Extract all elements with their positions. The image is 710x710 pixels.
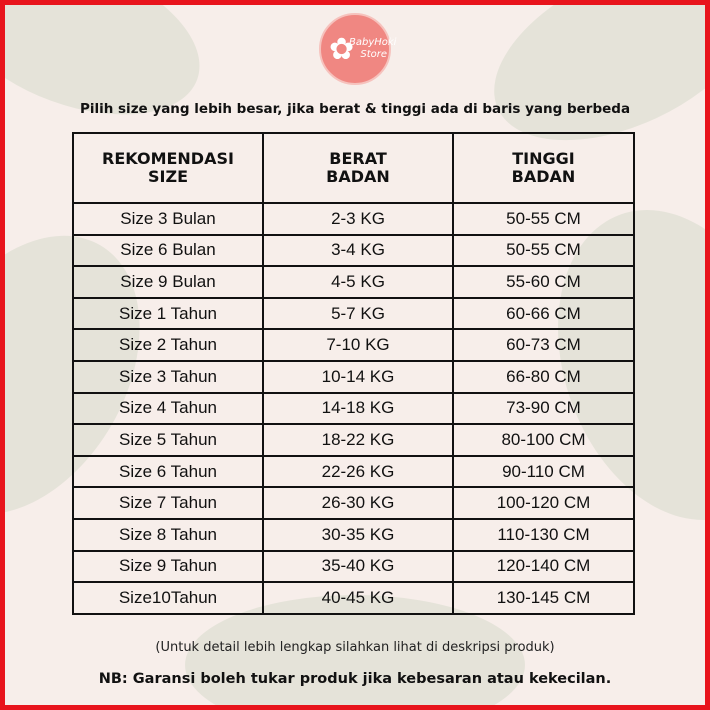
height-cell: 66-80 CM	[452, 359, 635, 394]
table-row: Size 5 Tahun 18-22 KG 80-100 CM	[72, 423, 635, 457]
column-header-text: BADAN	[511, 167, 576, 186]
height-cell: 73-90 CM	[452, 391, 635, 426]
table-row: Size 7 Tahun 26-30 KG 100-120 CM	[72, 486, 635, 520]
size-cell: Size 3 Bulan	[72, 202, 264, 236]
headline: Pilih size yang lebih besar, jika berat …	[79, 101, 631, 117]
store-logo: ✿ BabyHoki Store	[319, 13, 396, 85]
weight-cell: 18-22 KG	[262, 423, 454, 457]
height-cell: 130-145 CM	[452, 581, 635, 615]
logo-text: Store	[360, 49, 387, 60]
table-row: Size 3 Tahun 10-14 KG 66-80 CM	[72, 359, 635, 394]
weight-cell: 35-40 KG	[262, 549, 454, 584]
flower-icon: ✿	[329, 32, 355, 67]
height-cell: 55-60 CM	[452, 265, 635, 299]
size-cell: Size 7 Tahun	[72, 486, 264, 520]
palm-leaf-decoration	[5, 5, 222, 146]
height-cell: 60-73 CM	[452, 328, 635, 362]
size-cell: Size 4 Tahun	[72, 391, 264, 426]
weight-cell: 4-5 KG	[262, 265, 454, 299]
size-cell: Size 9 Bulan	[72, 265, 264, 299]
size-table: REKOMENDASI SIZE BERAT BADAN TINGGI BADAN Siz…	[72, 132, 635, 615]
table-row: Size 1 Tahun 5-7 KG 60-66 CM	[72, 296, 635, 331]
size-cell: Size 1 Tahun	[72, 296, 264, 331]
table-row: Size 4 Tahun 14-18 KG 73-90 CM	[72, 391, 635, 426]
column-header-text: REKOMENDASI	[102, 149, 234, 168]
weight-cell: 7-10 KG	[262, 328, 454, 362]
size-cell: Size 9 Tahun	[72, 549, 264, 584]
table-row: Size10Tahun 40-45 KG 130-145 CM	[72, 581, 635, 615]
weight-cell: 26-30 KG	[262, 486, 454, 520]
column-header-text: BERAT	[329, 149, 387, 168]
table-row: Size 6 Tahun 22-26 KG 90-110 CM	[72, 454, 635, 489]
column-header-text: SIZE	[147, 167, 188, 186]
size-cell: Size 6 Tahun	[72, 454, 264, 489]
column-header-text: BADAN	[326, 167, 390, 186]
weight-cell: 3-4 KG	[262, 233, 454, 268]
guarantee-note: NB: Garansi boleh tukar produk jika kebe…	[98, 671, 612, 687]
height-cell: 60-66 CM	[452, 296, 635, 331]
size-cell: Size 6 Bulan	[72, 233, 264, 268]
size-cell: Size 2 Tahun	[72, 328, 264, 362]
size-cell: Size 5 Tahun	[72, 423, 264, 457]
column-header: BERAT BADAN	[262, 132, 454, 204]
weight-cell: 10-14 KG	[262, 359, 454, 394]
weight-cell: 22-26 KG	[262, 454, 454, 489]
height-cell: 80-100 CM	[452, 423, 635, 457]
size-cell: Size 3 Tahun	[72, 359, 264, 394]
height-cell: 50-55 CM	[452, 202, 635, 236]
size-cell: Size10Tahun	[72, 581, 264, 615]
table-row: Size 2 Tahun 7-10 KG 60-73 CM	[72, 328, 635, 362]
column-header-text: TINGGI	[512, 149, 575, 168]
column-header: REKOMENDASI SIZE	[72, 132, 264, 204]
size-cell: Size 8 Tahun	[72, 517, 264, 552]
weight-cell: 30-35 KG	[262, 517, 454, 552]
logo-text: BabyHoki	[349, 37, 397, 48]
table-row: Size 9 Bulan 4-5 KG 55-60 CM	[72, 265, 635, 299]
height-cell: 120-140 CM	[452, 549, 635, 584]
weight-cell: 5-7 KG	[262, 296, 454, 331]
height-cell: 50-55 CM	[452, 233, 635, 268]
height-cell: 90-110 CM	[452, 454, 635, 489]
note: (Untuk detail lebih lengkap silahkan lih…	[155, 640, 555, 655]
table-row: Size 8 Tahun 30-35 KG 110-130 CM	[72, 517, 635, 552]
table-row: Size 3 Bulan 2-3 KG 50-55 CM	[72, 202, 635, 236]
column-header: TINGGI BADAN	[452, 132, 635, 204]
table-row: Size 6 Bulan 3-4 KG 50-55 CM	[72, 233, 635, 268]
weight-cell: 14-18 KG	[262, 391, 454, 426]
table-row: Size 9 Tahun 35-40 KG 120-140 CM	[72, 549, 635, 584]
weight-cell: 2-3 KG	[262, 202, 454, 236]
height-cell: 100-120 CM	[452, 486, 635, 520]
height-cell: 110-130 CM	[452, 517, 635, 552]
weight-cell: 40-45 KG	[262, 581, 454, 615]
